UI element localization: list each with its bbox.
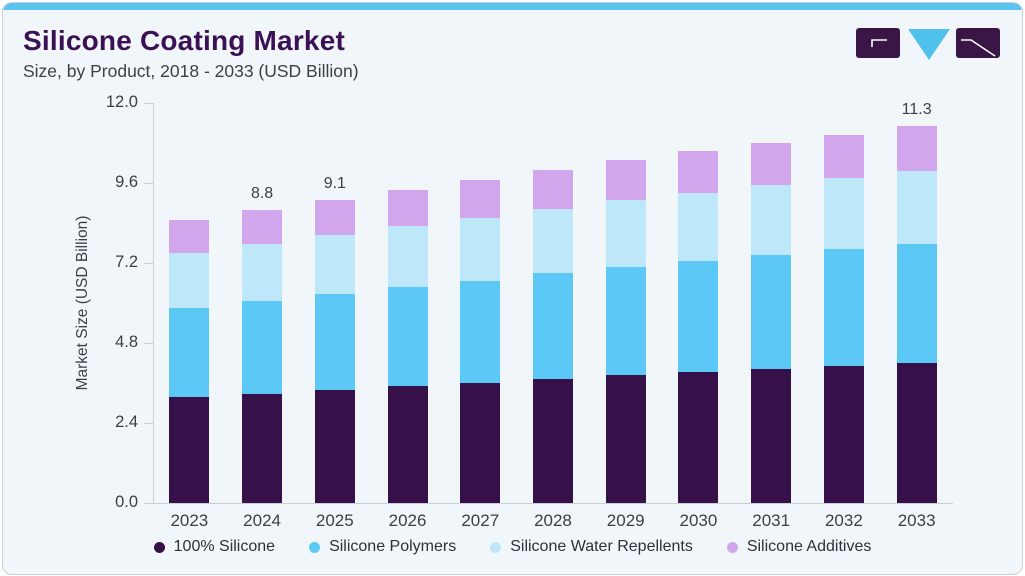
x-axis-line xyxy=(153,503,953,504)
y-tick-mark xyxy=(144,343,153,344)
bar-segment-silicone-water-repellents-2030 xyxy=(678,192,719,261)
bar-segment-silicone-polymers-2026 xyxy=(387,287,428,387)
x-tick-label-2028: 2028 xyxy=(534,511,572,530)
y-axis-line xyxy=(153,103,154,504)
bar-segment-100-silicone-2026 xyxy=(387,386,428,503)
legend-dot-icon xyxy=(490,541,502,553)
bar-total-label-2024: 8.8 xyxy=(250,184,274,202)
bar-segment-silicone-polymers-2032 xyxy=(823,249,864,366)
bar-segment-silicone-additives-2027 xyxy=(460,179,501,218)
chart-legend: 100% Silicone Silicone Polymers Silicone… xyxy=(3,538,1022,556)
y-tick-label: 0.0 xyxy=(115,493,138,511)
bar-segment-silicone-water-repellents-2033 xyxy=(896,170,937,244)
legend-item-silicone-additives: Silicone Additives xyxy=(726,538,872,556)
x-tick-label-2025: 2025 xyxy=(315,511,354,530)
bar-segment-silicone-additives-2032 xyxy=(823,134,864,178)
page-subtitle: Size, by Product, 2018 - 2033 (USD Billi… xyxy=(23,61,359,81)
x-tick-label-2024: 2024 xyxy=(243,511,281,530)
bar-segment-silicone-additives-2024 xyxy=(242,209,283,244)
bar-segment-silicone-additives-2026 xyxy=(387,189,428,227)
top-accent-bar xyxy=(3,3,1022,10)
bar-segment-silicone-polymers-2029 xyxy=(605,266,646,375)
y-tick-label: 4.8 xyxy=(115,333,138,351)
legend-dot-icon xyxy=(726,541,738,553)
logo-r-block xyxy=(956,28,1000,58)
bar-segment-silicone-additives-2025 xyxy=(314,199,355,236)
y-tick-mark xyxy=(144,503,153,504)
x-tick-label-2031: 2031 xyxy=(752,511,791,530)
bar-segment-100-silicone-2032 xyxy=(823,365,864,503)
bar-segment-silicone-water-repellents-2027 xyxy=(460,217,501,281)
legend-label: Silicone Water Repellents xyxy=(510,538,693,555)
bar-segment-silicone-water-repellents-2031 xyxy=(751,185,792,256)
legend-label: Silicone Additives xyxy=(746,538,872,555)
bar-segment-100-silicone-2030 xyxy=(678,372,719,503)
y-tick-mark xyxy=(144,183,153,184)
bar-segment-silicone-water-repellents-2028 xyxy=(533,208,573,274)
legend-item-silicone-water-repellents: Silicone Water Repellents xyxy=(490,538,693,556)
bar-segment-silicone-additives-2028 xyxy=(533,169,573,209)
legend-label: Silicone Polymers xyxy=(329,538,457,555)
y-tick-mark xyxy=(144,103,153,104)
y-tick-label: 7.2 xyxy=(115,253,138,271)
bar-segment-100-silicone-2027 xyxy=(460,382,501,503)
bar-segment-silicone-polymers-2027 xyxy=(460,280,501,383)
x-tick-label-2033: 2033 xyxy=(897,511,936,530)
logo-v-triangle-icon xyxy=(908,29,950,60)
bar-segment-silicone-polymers-2033 xyxy=(896,243,937,363)
y-tick-label: 9.6 xyxy=(115,173,138,191)
bar-segment-silicone-additives-2033 xyxy=(896,126,937,171)
bar-segment-silicone-water-repellents-2025 xyxy=(314,235,355,295)
bar-segment-silicone-polymers-2025 xyxy=(314,294,355,390)
bar-segment-silicone-polymers-2028 xyxy=(533,273,573,379)
y-axis-title: Market Size (USD Billion) xyxy=(74,215,91,391)
legend-dot-icon xyxy=(153,541,165,553)
x-tick-label-2029: 2029 xyxy=(606,511,645,530)
bar-segment-silicone-additives-2023 xyxy=(169,219,210,253)
x-tick-label-2023: 2023 xyxy=(170,511,209,530)
y-tick-mark xyxy=(144,263,153,264)
x-tick-label-2032: 2032 xyxy=(824,511,863,530)
bar-segment-100-silicone-2024 xyxy=(242,393,283,503)
bar-segment-100-silicone-2033 xyxy=(896,362,937,503)
legend-item-100-silicone: 100% Silicone xyxy=(153,538,276,556)
page-title: Silicone Coating Market xyxy=(23,25,345,56)
legend-dot-icon xyxy=(309,541,321,553)
y-tick-label: 12.0 xyxy=(105,93,138,111)
x-tick-label-2030: 2030 xyxy=(679,511,718,530)
logo-g-mark xyxy=(871,39,887,47)
bar-segment-silicone-water-repellents-2024 xyxy=(242,244,283,301)
bar-total-label-2025: 9.1 xyxy=(323,174,346,192)
y-tick-mark xyxy=(144,423,153,424)
bar-segment-silicone-water-repellents-2032 xyxy=(823,178,864,250)
bar-segment-100-silicone-2025 xyxy=(314,390,355,503)
bar-segment-silicone-additives-2030 xyxy=(678,151,719,193)
y-tick-label: 2.4 xyxy=(115,413,138,431)
legend-label: 100% Silicone xyxy=(173,538,276,555)
x-tick-label-2027: 2027 xyxy=(461,511,500,530)
logo-r-mark xyxy=(961,39,996,57)
bar-segment-silicone-additives-2029 xyxy=(605,159,646,200)
bar-segment-silicone-polymers-2024 xyxy=(242,301,283,394)
bar-total-label-2033: 11.3 xyxy=(901,101,932,119)
bar-segment-silicone-water-repellents-2026 xyxy=(387,226,428,288)
logo-g-block xyxy=(856,28,900,58)
bar-segment-silicone-polymers-2031 xyxy=(751,255,792,369)
bar-segment-100-silicone-2028 xyxy=(533,378,573,503)
bar-segment-silicone-polymers-2023 xyxy=(169,307,210,397)
x-tick-label-2026: 2026 xyxy=(388,511,427,530)
bar-segment-silicone-polymers-2030 xyxy=(678,261,719,372)
chart-plot-area: Market Size (USD Billion) 0.0 2.4 4.8 7.2 9.… xyxy=(3,3,1022,574)
bar-segment-100-silicone-2023 xyxy=(169,397,210,503)
bar-segment-silicone-water-repellents-2029 xyxy=(605,200,646,267)
grand-view-research-logo xyxy=(856,28,1000,60)
bar-segment-silicone-additives-2031 xyxy=(751,143,792,186)
legend-item-silicone-polymers: Silicone Polymers xyxy=(309,538,456,556)
bar-segment-silicone-water-repellents-2023 xyxy=(169,252,210,308)
bar-segment-100-silicone-2031 xyxy=(751,369,792,503)
bar-segment-100-silicone-2029 xyxy=(605,375,646,503)
